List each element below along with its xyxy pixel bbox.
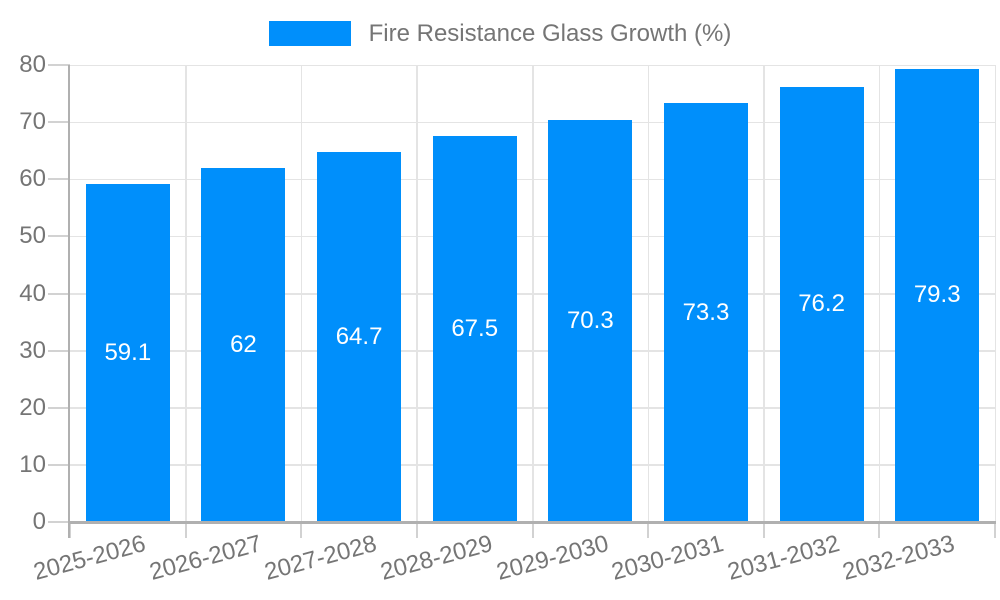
x-axis-category-label: 2028-2029 xyxy=(377,530,496,586)
x-axis-line xyxy=(69,520,996,524)
bar-value-label: 59.1 xyxy=(104,339,152,367)
bar-2031-2032[interactable]: 76.2 xyxy=(779,86,864,522)
bar-value-label: 70.3 xyxy=(566,307,614,335)
y-tick-mark xyxy=(48,463,70,466)
x-axis-category-label: 2027-2028 xyxy=(261,530,380,586)
y-tick-mark xyxy=(48,406,70,409)
bar-value-label: 79.3 xyxy=(913,281,961,309)
x-axis-category-label: 2030-2031 xyxy=(608,530,727,586)
x-tick-mark xyxy=(762,522,765,538)
bar-value-label: 62 xyxy=(230,330,257,358)
gridline-v xyxy=(878,65,881,522)
y-tick-mark xyxy=(48,121,70,124)
y-axis-tick-label: 80 xyxy=(19,51,46,78)
bar-2030-2031[interactable]: 73.3 xyxy=(663,103,748,522)
x-tick-mark xyxy=(647,522,650,538)
y-axis-tick-label: 20 xyxy=(19,393,46,421)
x-tick-mark xyxy=(69,522,71,538)
gridline-v xyxy=(532,65,534,522)
gridline-v xyxy=(647,65,650,522)
bar-2026-2027[interactable]: 62 xyxy=(201,167,286,522)
y-tick-mark xyxy=(48,521,70,523)
x-axis-category-label: 2026-2027 xyxy=(146,530,265,586)
x-axis-category-label: 2032-2033 xyxy=(840,530,958,586)
bar-value-label: 67.5 xyxy=(451,315,499,343)
y-tick-mark xyxy=(48,235,70,238)
y-axis-tick-label: 70 xyxy=(19,108,46,136)
gridline-v xyxy=(763,65,765,522)
bar-2027-2028[interactable]: 64.7 xyxy=(317,152,402,522)
gridline-v xyxy=(300,65,303,522)
y-axis-tick-label: 0 xyxy=(32,508,46,535)
gridline-v xyxy=(185,65,187,522)
y-tick-mark xyxy=(48,292,70,295)
bar-value-label: 64.7 xyxy=(335,323,383,351)
x-axis-category-label: 2025-2026 xyxy=(30,530,149,586)
x-tick-mark xyxy=(300,522,303,538)
x-tick-mark xyxy=(994,522,996,538)
y-axis-tick-label: 10 xyxy=(19,450,46,478)
x-axis-category-label: 2029-2030 xyxy=(493,530,612,586)
legend-swatch xyxy=(268,21,351,46)
bar-2028-2029[interactable]: 67.5 xyxy=(432,136,517,522)
legend[interactable]: Fire Resistance Glass Growth (%) xyxy=(0,21,1000,46)
bar-value-label: 73.3 xyxy=(682,298,730,326)
x-tick-mark xyxy=(878,522,881,538)
y-axis-tick-label: 40 xyxy=(19,279,46,307)
bar-2025-2026[interactable]: 59.1 xyxy=(85,184,170,522)
legend-label: Fire Resistance Glass Growth (%) xyxy=(368,20,732,47)
bar-2032-2033[interactable]: 79.3 xyxy=(895,68,980,522)
y-tick-mark xyxy=(48,64,70,66)
y-tick-mark xyxy=(48,349,70,352)
y-axis-line xyxy=(68,65,70,538)
x-tick-mark xyxy=(184,522,187,538)
y-axis-tick-label: 50 xyxy=(19,222,46,250)
x-axis-category-label: 2031-2032 xyxy=(724,530,843,586)
bar-value-label: 76.2 xyxy=(798,290,845,318)
x-tick-mark xyxy=(415,522,418,538)
y-axis-tick-label: 30 xyxy=(19,336,46,364)
gridline-v xyxy=(416,65,418,522)
x-tick-mark xyxy=(531,522,534,538)
bar-2029-2030[interactable]: 70.3 xyxy=(548,120,633,522)
y-tick-mark xyxy=(48,178,70,181)
gridline-v xyxy=(994,65,996,522)
y-axis-tick-label: 60 xyxy=(19,165,46,193)
